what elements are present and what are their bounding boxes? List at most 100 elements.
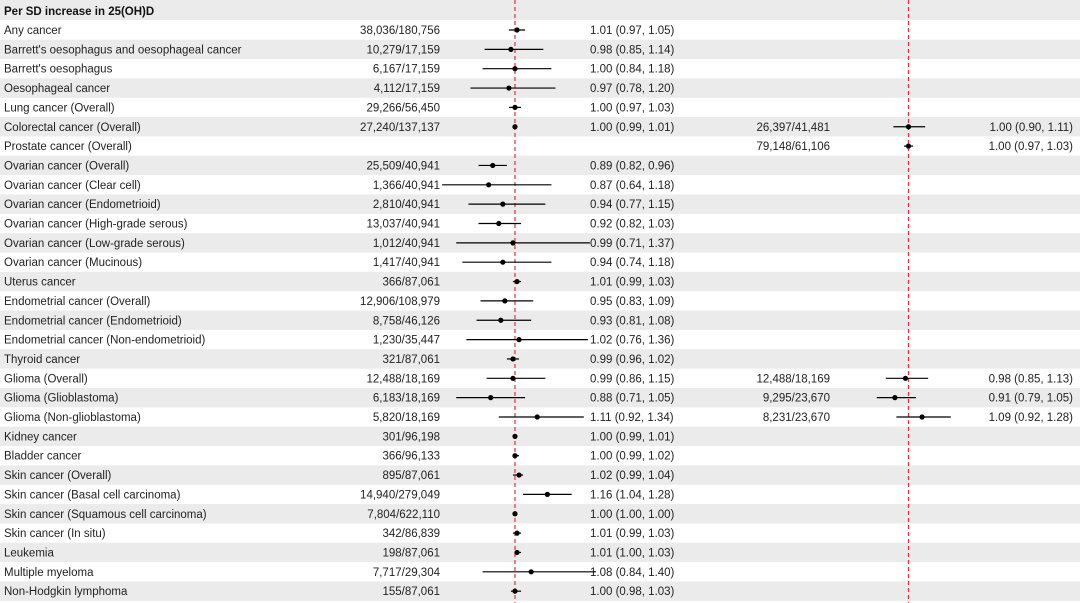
table-row: Kidney cancer 301/96,198 1.00 (0.99, 1.01) xyxy=(4,431,675,443)
cases-controls-1: 1,417/40,941 xyxy=(373,257,440,269)
estimate-ci-label-1: 0.89 (0.82, 0.96) xyxy=(590,160,675,172)
table-row: Skin cancer (In situ) 342/86,839 1.01 (0.9… xyxy=(4,528,675,540)
cases-controls-1: 366/87,061 xyxy=(382,277,440,289)
cases-controls-1: 27,240/137,137 xyxy=(360,122,440,134)
point-estimate-1 xyxy=(500,259,506,265)
row-stripe xyxy=(0,387,1080,408)
table-row: Ovarian cancer (Low-grade serous) 1,012/4… xyxy=(4,238,675,250)
outcome-label: Ovarian cancer (Low-grade serous) xyxy=(4,238,185,250)
estimate-ci-label-1: 1.02 (0.99, 1.04) xyxy=(590,470,675,482)
point-estimate-1 xyxy=(510,240,516,246)
outcome-label: Ovarian cancer (Endometrioid) xyxy=(4,199,161,211)
table-row: Ovarian cancer (Mucinous) 1,417/40,941 0.9… xyxy=(4,257,675,269)
cases-controls-1: 5,820/18,169 xyxy=(373,412,440,424)
point-estimate-1 xyxy=(512,433,518,439)
outcome-label: Any cancer xyxy=(4,25,62,37)
estimate-ci-label-1: 0.97 (0.78, 1.20) xyxy=(590,83,675,95)
cases-controls-1: 4,112/17,159 xyxy=(374,83,440,95)
estimate-ci-label-1: 0.95 (0.83, 1.09) xyxy=(590,296,675,308)
estimate-ci-label-1: 0.88 (0.71, 1.05) xyxy=(590,393,675,405)
table-row: Non-Hodgkin lymphoma 155/87,061 1.00 (0.98… xyxy=(4,586,675,598)
cases-controls-1: 366/96,133 xyxy=(382,451,440,463)
table-row: Glioma (Overall) 12,488/18,169 0.99 (0.86,… xyxy=(4,373,1073,385)
point-estimate-1 xyxy=(528,569,534,575)
table-row: Thyroid cancer 321/87,061 0.99 (0.96, 1.02… xyxy=(4,354,675,366)
table-row: Skin cancer (Basal cell carcinoma) 14,940… xyxy=(4,489,675,501)
outcome-label: Prostate cancer (Overall) xyxy=(4,141,132,153)
point-estimate-1 xyxy=(508,46,514,52)
outcome-label: Oesophageal cancer xyxy=(4,83,110,95)
estimate-ci-label-1: 1.00 (0.99, 1.01) xyxy=(590,431,675,443)
estimate-ci-label-1: 1.02 (0.76, 1.36) xyxy=(590,335,675,347)
cases-controls-2: 79,148/61,106 xyxy=(756,141,830,153)
row-stripe xyxy=(0,271,1080,292)
cases-controls-1: 301/96,198 xyxy=(382,431,440,443)
row-stripe xyxy=(0,117,1080,137)
row-stripe xyxy=(0,349,1080,369)
point-estimate-2 xyxy=(892,395,898,401)
estimate-ci-label-2: 1.09 (0.92, 1.28) xyxy=(989,412,1074,424)
point-estimate-1 xyxy=(512,588,518,594)
outcome-label: Skin cancer (In situ) xyxy=(4,528,106,540)
point-estimate-1 xyxy=(534,414,540,420)
outcome-label: Colorectal cancer (Overall) xyxy=(4,122,141,134)
cases-controls-1: 12,906/108,979 xyxy=(360,296,440,308)
row-stripe xyxy=(0,310,1080,330)
point-estimate-2 xyxy=(905,143,912,149)
outcome-label: Skin cancer (Overall) xyxy=(4,470,112,482)
outcome-label: Leukemia xyxy=(4,547,54,559)
outcome-label: Barrett's oesophagus and oesophageal can… xyxy=(4,44,242,56)
table-row: Glioma (Glioblastoma) 6,183/18,169 0.88 (0… xyxy=(4,393,1073,405)
table-row: Any cancer 38,036/180,756 1.01 (0.97, 1.05… xyxy=(4,25,675,37)
estimate-ci-label-1: 0.99 (0.96, 1.02) xyxy=(590,354,675,366)
table-row: Ovarian cancer (Overall) 25,509/40,941 0.8… xyxy=(4,160,675,172)
table-row: Skin cancer (Overall) 895/87,061 1.02 (0.9… xyxy=(4,470,675,482)
estimate-ci-label-2: 1.00 (0.90, 1.11) xyxy=(989,122,1073,134)
estimate-ci-label-1: 1.00 (1.00, 1.00) xyxy=(590,509,675,521)
header-stripe xyxy=(0,0,1080,20)
row-stripe xyxy=(0,155,1080,176)
row-stripe xyxy=(0,581,1080,601)
point-estimate-1 xyxy=(514,549,520,556)
cases-controls-2: 26,397/41,481 xyxy=(756,122,830,134)
outcome-label: Skin cancer (Squamous cell carcinoma) xyxy=(4,509,207,521)
estimate-ci-label-1: 1.00 (0.97, 1.03) xyxy=(590,102,675,114)
point-estimate-1 xyxy=(512,511,518,517)
estimate-ci-label-1: 1.00 (0.84, 1.18) xyxy=(590,64,675,76)
point-estimate-2 xyxy=(919,414,925,420)
outcome-label: Endometrial cancer (Non-endometrioid) xyxy=(4,335,206,347)
cases-controls-1: 8,758/46,126 xyxy=(373,315,440,327)
table-row: Lung cancer (Overall) 29,266/56,450 1.00 (… xyxy=(4,102,675,114)
outcome-label: Multiple myeloma xyxy=(4,567,94,579)
table-row: Bladder cancer 366/96,133 1.00 (0.99, 1.02… xyxy=(4,451,675,463)
cases-controls-1: 2,810/40,941 xyxy=(373,199,440,211)
point-estimate-2 xyxy=(905,124,912,130)
table-row: Prostate cancer (Overall) 79,148/61,106 1.… xyxy=(4,141,1073,153)
table-row: Uterus cancer 366/87,061 1.01 (0.99, 1.03) xyxy=(4,277,675,289)
estimate-ci-label-1: 1.16 (1.04, 1.28) xyxy=(590,489,675,501)
point-estimate-1 xyxy=(514,27,520,33)
row-stripe xyxy=(0,426,1080,447)
row-stripe xyxy=(0,465,1080,485)
cases-controls-1: 6,183/18,169 xyxy=(373,393,440,405)
point-estimate-1 xyxy=(502,298,508,304)
estimate-ci-label-1: 0.99 (0.71, 1.37) xyxy=(590,238,675,250)
point-estimate-1 xyxy=(516,472,522,478)
cases-controls-1: 6,167/17,159 xyxy=(373,64,440,76)
cases-controls-1: 342/86,839 xyxy=(382,528,440,540)
row-stripe xyxy=(0,542,1080,563)
point-estimate-1 xyxy=(512,124,518,130)
cases-controls-1: 1,230/35,447 xyxy=(373,335,440,347)
table-row: Barrett's oesophagus 6,167/17,159 1.00 (0.… xyxy=(4,64,675,76)
estimate-ci-label-2: 0.98 (0.85, 1.13) xyxy=(989,373,1074,385)
table-row: Glioma (Non-glioblastoma) 5,820/18,169 1.1… xyxy=(4,412,1073,424)
table-row: Endometrial cancer (Endometrioid) 8,758/4… xyxy=(4,315,675,327)
point-estimate-1 xyxy=(516,337,522,343)
outcome-label: Endometrial cancer (Endometrioid) xyxy=(4,315,182,327)
estimate-ci-label-1: 1.00 (0.98, 1.03) xyxy=(590,586,675,598)
table-row: Leukemia 198/87,061 1.01 (1.00, 1.03) xyxy=(4,547,675,559)
outcome-label: Non-Hodgkin lymphoma xyxy=(4,586,128,598)
estimate-ci-label-1: 0.93 (0.81, 1.08) xyxy=(590,315,675,327)
point-estimate-1 xyxy=(500,201,506,207)
